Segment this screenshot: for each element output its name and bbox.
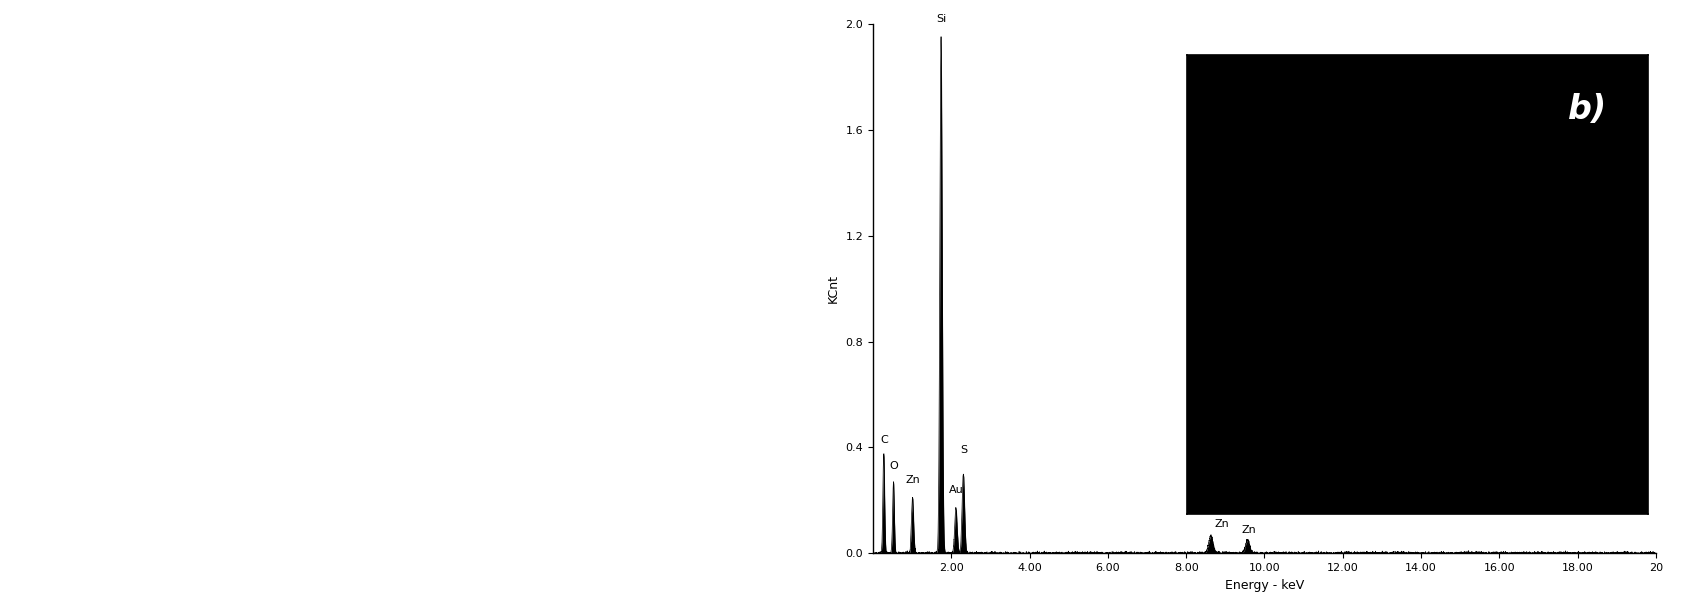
Text: 2: 2	[463, 583, 470, 593]
Text: Zn: Zn	[905, 474, 920, 485]
Text: S: S	[959, 446, 966, 455]
Text: 3: 3	[632, 583, 639, 593]
Ellipse shape	[342, 131, 378, 149]
Text: Si: Si	[936, 15, 946, 24]
Text: 1: 1	[293, 583, 300, 593]
Ellipse shape	[271, 127, 381, 171]
Ellipse shape	[461, 336, 514, 364]
Text: Au: Au	[949, 485, 963, 495]
Text: Zn: Zn	[1241, 525, 1256, 535]
Text: O: O	[890, 461, 898, 471]
Ellipse shape	[280, 127, 356, 244]
Text: b): b)	[1568, 93, 1607, 126]
Y-axis label: KCnt: KCnt	[827, 274, 841, 303]
Text: a: a	[64, 583, 71, 593]
Ellipse shape	[505, 359, 546, 377]
Text: C: C	[880, 435, 888, 445]
Ellipse shape	[261, 143, 307, 167]
Text: Zn: Zn	[1214, 519, 1229, 530]
X-axis label: Energy - keV: Energy - keV	[1225, 579, 1303, 592]
